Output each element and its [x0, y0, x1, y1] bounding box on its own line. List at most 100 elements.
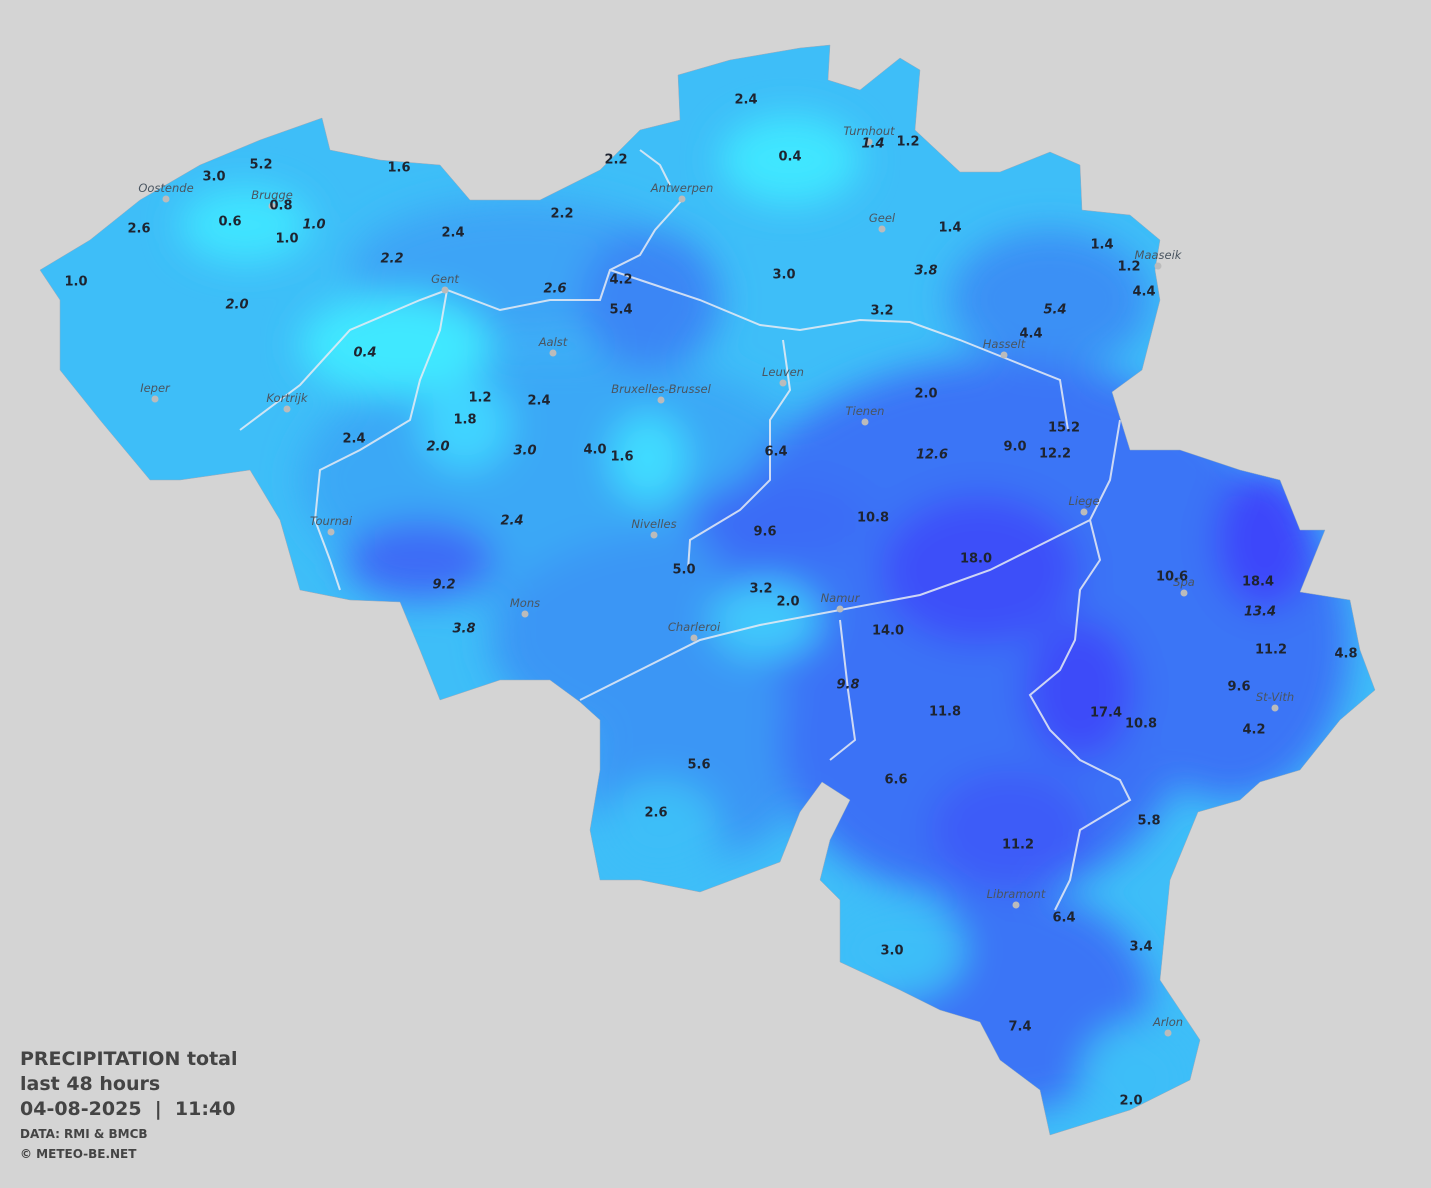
- precip-value: 2.4: [500, 514, 523, 529]
- precip-value: 9.0: [1003, 440, 1026, 455]
- precip-value: 3.0: [202, 170, 225, 185]
- precip-value: 3.0: [513, 444, 536, 459]
- precip-value: 6.4: [1052, 911, 1075, 926]
- precip-value: 4.2: [1242, 723, 1265, 738]
- city-label: Libramont: [987, 887, 1046, 901]
- city-label: Bruxelles-Brussel: [611, 382, 711, 396]
- precip-value: 2.0: [1119, 1094, 1142, 1109]
- precip-value: 4.8: [1334, 647, 1357, 662]
- precip-value: 9.8: [836, 678, 859, 693]
- precip-value: 10.6: [1156, 570, 1188, 585]
- precip-value: 1.4: [1090, 238, 1113, 253]
- cities: Oostende Brugge Antwerpen Turnhout Geel Maase…: [138, 124, 1294, 1037]
- precip-value: 2.0: [914, 387, 937, 402]
- city-label: Nivelles: [631, 517, 676, 531]
- precip-value: 2.2: [604, 153, 627, 168]
- precip-value: 3.0: [772, 268, 795, 283]
- city-dot: [1180, 589, 1188, 597]
- city-label: Charleroi: [668, 620, 721, 634]
- precip-value: 2.2: [550, 207, 573, 222]
- precip-value: 18.0: [960, 552, 992, 567]
- city-dot: [1000, 351, 1008, 359]
- city-label: Ieper: [140, 381, 171, 395]
- legend-source: DATA: RMI & BMCB: [20, 1127, 148, 1141]
- city-dot: [521, 610, 529, 618]
- precip-value: 1.6: [387, 161, 410, 176]
- city-label: Turnhout: [843, 124, 895, 138]
- city-label: Oostende: [138, 181, 193, 195]
- precip-value: 5.4: [609, 303, 632, 318]
- precip-value: 9.6: [753, 525, 776, 540]
- city-label: Spa: [1173, 575, 1195, 589]
- city-dot: [690, 634, 698, 642]
- precip-value: 10.8: [1125, 717, 1157, 732]
- legend-datetime: 04-08-2025 | 11:40: [20, 1098, 235, 1120]
- precip-value: 1.6: [610, 450, 633, 465]
- city-dot: [1271, 704, 1279, 712]
- precip-value: 11.8: [929, 705, 961, 720]
- precip-value: 2.0: [776, 595, 799, 610]
- city-label: Brugge: [251, 188, 293, 202]
- precip-value: 6.6: [884, 773, 907, 788]
- city-dot: [162, 195, 170, 203]
- city-dot: [1080, 508, 1088, 516]
- city-label: Antwerpen: [650, 181, 714, 195]
- precip-value: 4.4: [1019, 327, 1042, 342]
- city-dot: [650, 531, 658, 539]
- precip-value: 2.6: [644, 806, 667, 821]
- precip-value: 5.0: [672, 563, 695, 578]
- precip-value: 1.2: [1117, 260, 1140, 275]
- precip-value: 1.4: [861, 137, 884, 152]
- city-label: Gent: [431, 272, 459, 286]
- legend-title: PRECIPITATION total: [20, 1048, 238, 1070]
- city-dot: [878, 225, 886, 233]
- precip-value: 3.2: [749, 582, 772, 597]
- precip-value: 4.0: [583, 443, 606, 458]
- city-dot: [865, 138, 873, 146]
- precip-value: 2.0: [225, 298, 248, 313]
- precip-value: 9.2: [432, 578, 455, 593]
- precip-value: 5.6: [687, 758, 710, 773]
- precip-value: 13.4: [1244, 605, 1276, 620]
- precip-value: 10.8: [857, 511, 889, 526]
- precip-value: 17.4: [1090, 706, 1122, 721]
- precip-value: 7.4: [1008, 1020, 1031, 1035]
- legend-period: last 48 hours: [20, 1073, 160, 1095]
- city-dot: [268, 202, 276, 210]
- precip-value: 15.2: [1048, 421, 1080, 436]
- city-dot: [657, 396, 665, 404]
- precip-value: 2.6: [127, 222, 150, 237]
- precip-value: 3.8: [914, 264, 937, 279]
- precip-value: 5.4: [1043, 303, 1066, 318]
- precip-value: 2.4: [734, 93, 757, 108]
- precip-value: 3.2: [870, 304, 893, 319]
- city-dot: [861, 418, 869, 426]
- precip-value: 2.4: [441, 226, 464, 241]
- precip-value: 1.0: [275, 232, 298, 247]
- precip-value: 3.4: [1129, 940, 1152, 955]
- city-label: Tournai: [310, 514, 353, 528]
- precip-value: 12.6: [916, 448, 948, 463]
- legend: PRECIPITATION total last 48 hours 04-08-…: [20, 1048, 238, 1161]
- city-dot: [1154, 262, 1162, 270]
- precip-value: 2.0: [426, 440, 449, 455]
- precip-value: 11.2: [1002, 838, 1034, 853]
- precip-value: 0.8: [269, 199, 292, 214]
- city-label: Mons: [510, 596, 540, 610]
- precip-value: 1.2: [896, 135, 919, 150]
- precip-value: 18.4: [1242, 575, 1274, 590]
- city-dot: [779, 379, 787, 387]
- city-dot: [327, 528, 335, 536]
- precip-value: 1.4: [938, 221, 961, 236]
- city-label: St-Vith: [1256, 690, 1294, 704]
- city-label: Arlon: [1152, 1015, 1183, 1029]
- rivers: [239, 149, 1132, 911]
- precip-value: 0.6: [218, 215, 241, 230]
- city-dot: [151, 395, 159, 403]
- precip-value: 1.2: [468, 391, 491, 406]
- city-label: Tienen: [846, 404, 885, 418]
- city-label: Maaseik: [1135, 248, 1183, 262]
- city-dot: [283, 405, 291, 413]
- precip-value: 1.0: [302, 218, 325, 233]
- precip-value: 2.4: [342, 432, 365, 447]
